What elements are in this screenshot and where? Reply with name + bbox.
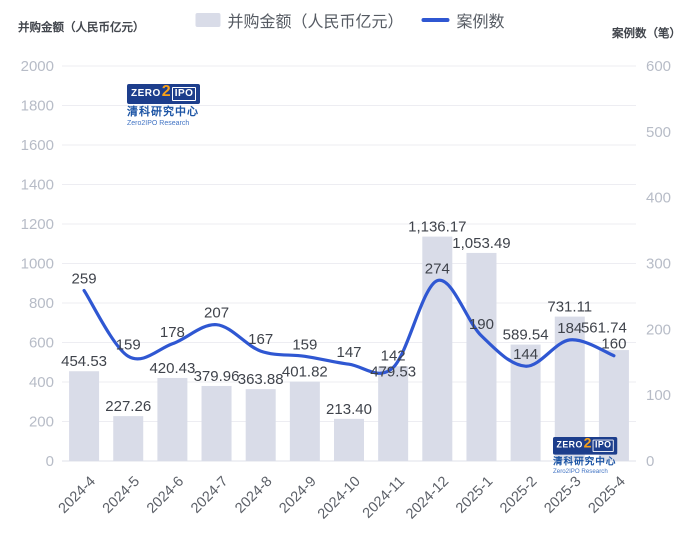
bar-value-label: 1,136.17 (408, 219, 466, 236)
x-axis-label: 2024-6 (144, 474, 187, 517)
x-axis-label: 2024-12 (403, 474, 452, 523)
y-axis-tick-left: 1400 (21, 177, 54, 194)
bar-value-label: 561.74 (581, 320, 627, 337)
logo-cn-text: 清科研究中心 (553, 456, 617, 468)
line-value-label: 274 (425, 261, 450, 278)
y-axis-tick-right: 600 (646, 58, 671, 75)
line-value-label: 160 (601, 336, 626, 353)
zero2ipo-watermark-top: ZERO 2 IPO 清科研究中心 Zero2IPO Research (127, 83, 201, 128)
x-axis-label: 2024-11 (360, 474, 408, 522)
y-axis-tick-right: 100 (646, 387, 671, 404)
logo-zero-text: ZERO (556, 440, 583, 451)
bar-value-label: 227.26 (105, 398, 151, 415)
line-value-label: 159 (116, 336, 141, 353)
bar-2024-12[interactable] (422, 236, 453, 461)
line-value-label: 207 (204, 305, 229, 322)
line-value-label: 142 (381, 348, 406, 365)
line-value-label: 190 (469, 316, 494, 333)
bar-value-label: 589.54 (503, 327, 549, 344)
bar-2024-7[interactable] (201, 385, 232, 461)
bar-swatch-icon (195, 13, 221, 27)
bar-value-label: 454.53 (61, 353, 107, 370)
left-axis-title: 并购金额（人民币亿元） (18, 22, 145, 34)
y-axis-tick-left: 1200 (21, 216, 54, 233)
y-axis-tick-right: 400 (646, 190, 671, 207)
logo-cn-text: 清科研究中心 (127, 106, 199, 119)
case-count-line[interactable] (82, 278, 616, 375)
y-axis-tick-left: 2000 (21, 58, 54, 75)
bar-value-label: 401.82 (282, 364, 328, 381)
bar-value-label: 479.53 (370, 364, 416, 381)
y-axis-tick-left: 200 (29, 414, 54, 431)
bar-2025-1[interactable] (466, 252, 497, 461)
bar-value-label: 379.96 (194, 368, 240, 385)
bar-2024-10[interactable] (334, 418, 364, 461)
x-axis-label: 2024-8 (232, 474, 275, 517)
x-axis-label: 2025-1 (453, 474, 496, 517)
logo-ipo-text: IPO (171, 87, 197, 101)
line-value-label: 184 (557, 320, 582, 337)
logo-en-text: Zero2IPO Research (553, 468, 608, 475)
bar-value-label: 731.11 (547, 299, 592, 316)
x-axis-label: 2025-2 (497, 474, 540, 517)
y-axis-tick-left: 400 (29, 374, 54, 391)
y-axis-tick-left: 0 (46, 453, 54, 470)
line-value-label: 144 (513, 346, 538, 363)
logo-ipo-text: IPO (592, 440, 615, 452)
bar-2024-5[interactable] (113, 416, 144, 461)
y-axis-tick-right: 300 (646, 256, 671, 273)
y-axis-tick-right: 500 (646, 124, 671, 141)
legend-label-amount: 并购金额（人民币亿元） (227, 14, 404, 31)
y-axis-tick-right: 200 (646, 321, 671, 338)
line-value-label: 147 (336, 344, 361, 361)
bar-2024-4[interactable] (69, 371, 100, 461)
right-axis-title: 案例数（笔） (612, 28, 681, 40)
logo-two-text: 2 (161, 83, 171, 100)
bar-value-label: 213.40 (326, 401, 372, 418)
legend-item-cases[interactable]: 案例数 (421, 8, 505, 32)
line-value-label: 159 (292, 336, 317, 353)
logo-en-text: Zero2IPO Research (127, 120, 190, 128)
y-axis-tick-left: 800 (29, 295, 54, 312)
x-axis-label: 2024-4 (56, 474, 99, 517)
legend: 并购金额（人民币亿元） 案例数 (195, 8, 505, 32)
zero2ipo-logo-icon: ZERO 2 IPO (127, 83, 201, 105)
y-axis-tick-right: 0 (646, 453, 654, 470)
y-axis-tick-left: 1000 (21, 256, 54, 273)
legend-item-amount[interactable]: 并购金额（人民币亿元） (195, 8, 404, 32)
y-axis-tick-left: 1800 (21, 98, 54, 115)
bar-value-label: 363.88 (238, 371, 284, 388)
x-axis-label: 2025-4 (586, 474, 629, 517)
bar-value-label: 1,053.49 (452, 235, 510, 252)
logo-two-text: 2 (583, 436, 592, 452)
bar-2024-6[interactable] (157, 377, 188, 461)
x-axis-label: 2024-10 (315, 474, 364, 523)
line-value-label: 178 (160, 324, 185, 341)
y-axis-tick-left: 1600 (21, 137, 54, 154)
line-value-label: 259 (72, 270, 97, 287)
x-axis-label: 2024-7 (188, 474, 231, 517)
zero2ipo-watermark-bottom: ZERO 2 IPO 清科研究中心 Zero2IPO Research (553, 436, 618, 476)
line-value-label: 167 (248, 331, 273, 348)
legend-label-cases: 案例数 (456, 14, 505, 31)
line-swatch-icon (421, 18, 450, 22)
bar-2024-9[interactable] (289, 381, 320, 461)
bar-value-label: 420.43 (149, 360, 195, 377)
y-axis-tick-left: 600 (29, 335, 54, 352)
bar-2024-8[interactable] (245, 389, 276, 461)
x-axis-label: 2024-9 (276, 474, 319, 517)
zero2ipo-logo-icon: ZERO 2 IPO (553, 436, 618, 455)
x-axis-label: 2025-3 (541, 474, 584, 517)
bar-2024-11[interactable] (378, 366, 409, 461)
x-axis-label: 2024-5 (100, 474, 143, 517)
logo-zero-text: ZERO (131, 88, 161, 100)
